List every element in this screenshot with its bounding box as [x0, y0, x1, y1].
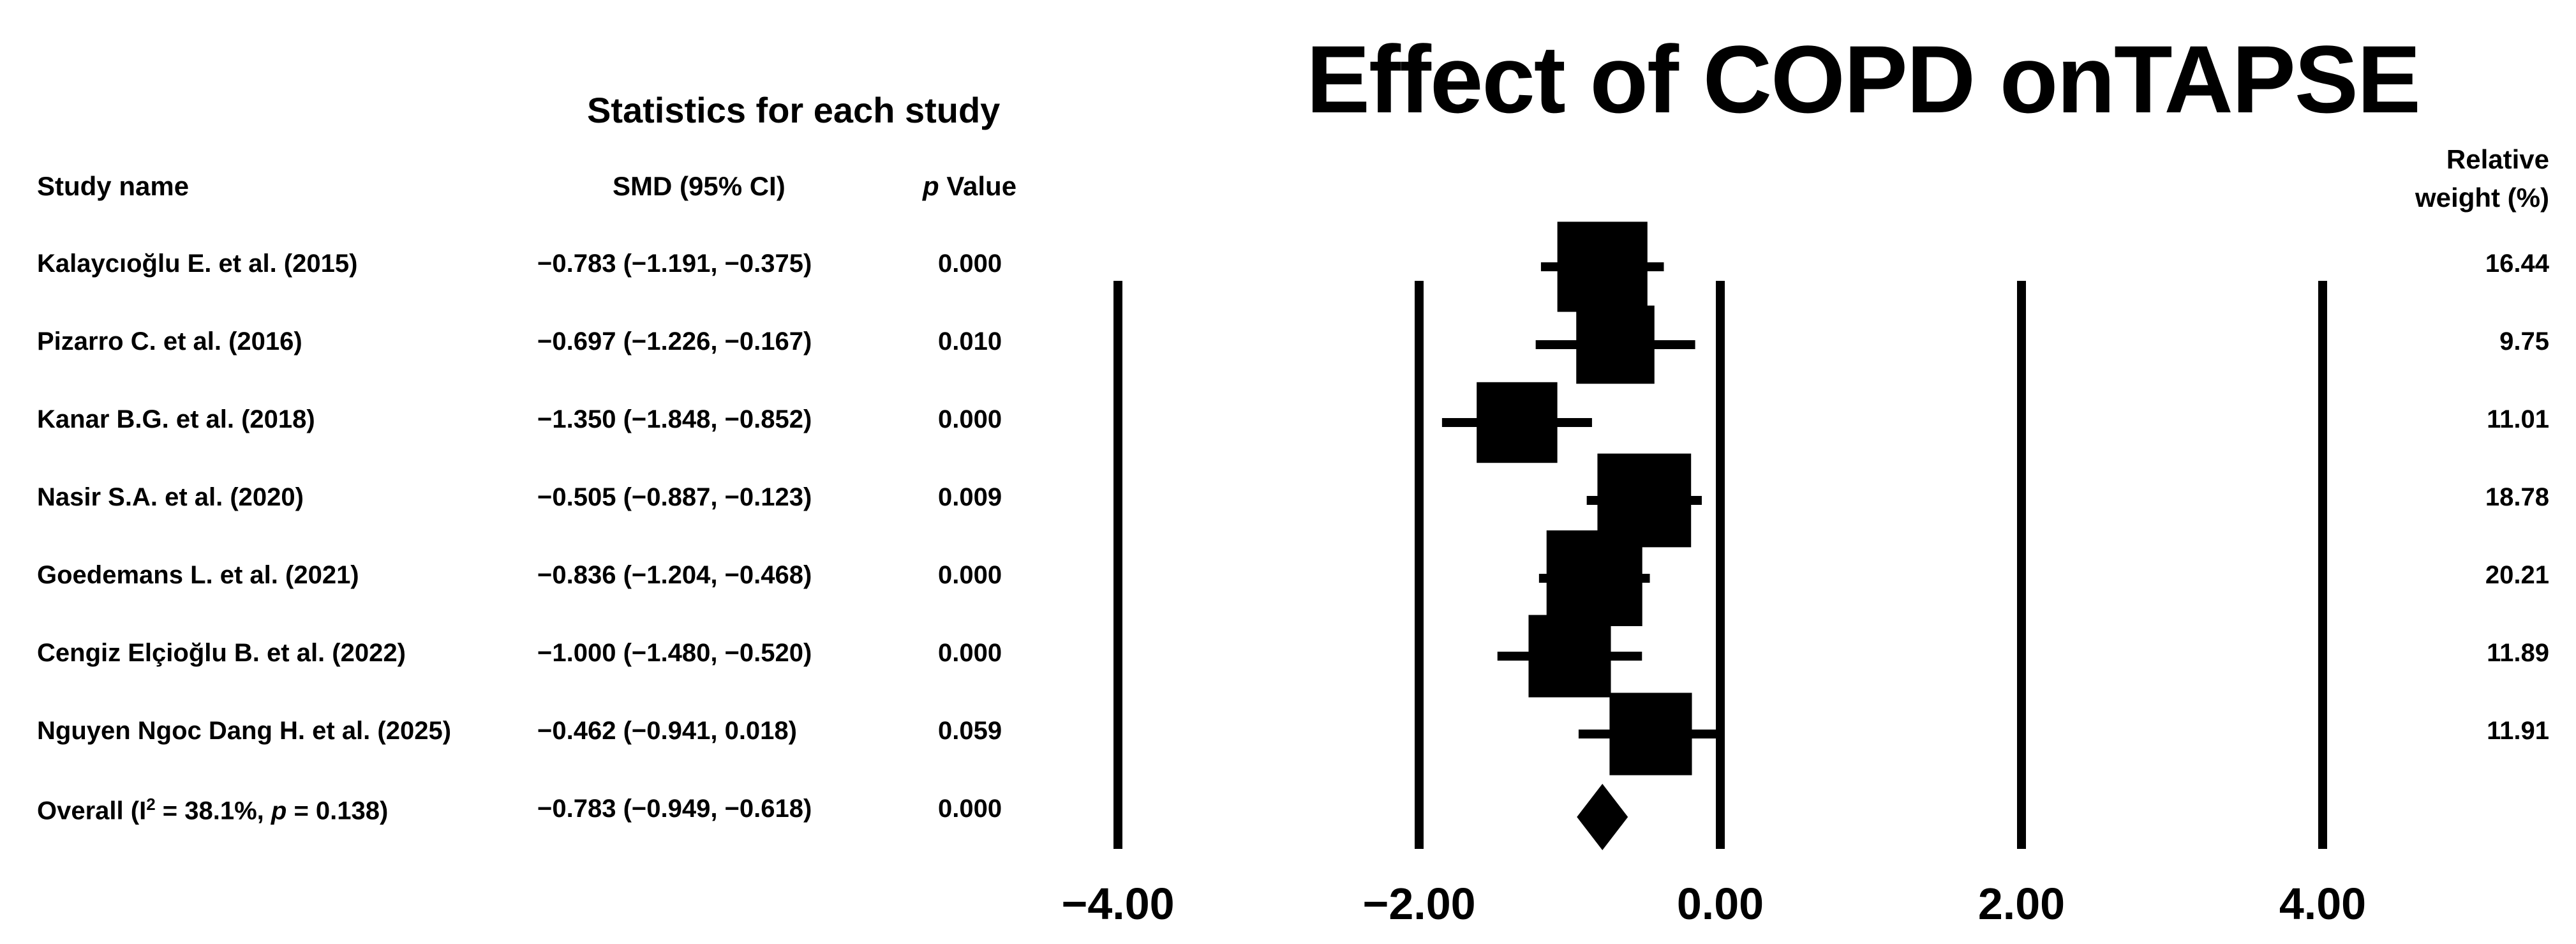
study-name: Pizarro C. et al. (2016) [37, 327, 302, 356]
study-p-value: 0.009 [938, 483, 1002, 511]
study-name: Nasir S.A. et al. (2020) [37, 483, 304, 511]
reference-lines [1113, 281, 2327, 849]
overall-i2-value: = 38.1%, [155, 797, 271, 825]
column-header-weight-line1: Relative [2446, 144, 2549, 174]
study-smd: −0.697 (−1.226, −0.167) [537, 327, 812, 356]
column-header-study-name: Study name [37, 171, 190, 201]
effect-size-square [1528, 615, 1611, 698]
study-weight: 11.91 [2487, 717, 2549, 745]
overall-superscript: 2 [146, 795, 156, 814]
study-smd: −1.000 (−1.480, −0.520) [537, 639, 812, 667]
study-name: Cengiz Elçioğlu B. et al. (2022) [37, 639, 406, 667]
study-smd: −0.505 (−0.887, −0.123) [537, 483, 812, 511]
study-p-value: 0.000 [938, 405, 1002, 433]
study-p-value: 0.010 [938, 327, 1002, 356]
overall-diamond [1577, 784, 1628, 850]
overall-p-value: 0.000 [938, 795, 1002, 823]
x-tick-label: −2.00 [1362, 879, 1475, 929]
study-smd: −0.836 (−1.204, −0.468) [537, 561, 812, 589]
effect-size-square [1557, 221, 1648, 312]
effect-size-square [1576, 305, 1655, 384]
p-value-label: Value [939, 171, 1017, 201]
stats-header: Statistics for each study [587, 90, 1001, 130]
study-weight: 11.89 [2487, 639, 2549, 667]
study-name: Kanar B.G. et al. (2018) [37, 405, 315, 433]
p-symbol: p [923, 171, 939, 201]
column-header-p-value: p Value [923, 171, 1016, 202]
overall-name: Overall (I2 = 38.1%, p = 0.138) [37, 795, 388, 825]
study-weight: 9.75 [2499, 327, 2549, 356]
study-weight: 20.21 [2485, 561, 2549, 589]
study-smd: −1.350 (−1.848, −0.852) [537, 405, 812, 433]
study-name: Nguyen Ngoc Dang H. et al. (2025) [37, 717, 452, 745]
x-tick-label: 4.00 [2279, 879, 2366, 929]
overall-smd: −0.783 (−0.949, −0.618) [537, 795, 812, 823]
study-name: Kalaycıoğlu E. et al. (2015) [37, 250, 358, 278]
x-axis-tick-labels: −4.00 −2.00 0.00 2.00 4.00 [1061, 879, 2366, 929]
effect-size-square [1477, 382, 1558, 463]
study-smd: −0.783 (−1.191, −0.375) [537, 250, 812, 278]
study-p-value: 0.000 [938, 639, 1002, 667]
study-name: Goedemans L. et al. (2021) [37, 561, 359, 589]
effect-size-square [1546, 530, 1642, 626]
study-weight: 18.78 [2485, 483, 2549, 511]
column-header-smd: SMD (95% CI) [613, 171, 785, 201]
study-marks [1441, 221, 1724, 850]
effect-size-square [1609, 693, 1692, 775]
study-p-value: 0.000 [938, 250, 1002, 278]
x-tick-label: 2.00 [1978, 879, 2065, 929]
overall-p-suffix: = 0.138) [287, 797, 389, 825]
study-smd: −0.462 (−0.941, 0.018) [537, 717, 797, 745]
overall-p-symbol: p [271, 797, 287, 825]
x-tick-label: −4.00 [1061, 879, 1174, 929]
column-header-weight-line2: weight (%) [2415, 183, 2549, 213]
study-weight: 11.01 [2487, 405, 2549, 433]
study-weight: 16.44 [2485, 250, 2549, 278]
effect-size-square [1597, 453, 1692, 548]
study-p-value: 0.059 [938, 717, 1002, 745]
study-p-value: 0.000 [938, 561, 1002, 589]
overall-prefix: Overall (I [37, 797, 147, 825]
chart-title: Effect of COPD onTAPSE [1306, 26, 2421, 133]
x-tick-label: 0.00 [1677, 879, 1764, 929]
